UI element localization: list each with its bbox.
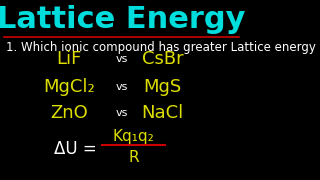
Text: MgS: MgS [143,78,182,96]
Text: ΔU =: ΔU = [54,140,102,158]
Text: vs: vs [116,108,128,118]
Text: vs: vs [116,82,128,92]
Text: LiF: LiF [56,50,82,68]
Text: R: R [128,150,139,165]
Text: CsBr: CsBr [142,50,183,68]
Text: Kq₁q₂: Kq₁q₂ [113,129,155,144]
Text: Lattice Energy: Lattice Energy [0,5,246,34]
Text: vs: vs [116,53,128,64]
Text: MgCl₂: MgCl₂ [43,78,95,96]
Text: ZnO: ZnO [50,104,88,122]
Text: 1. Which ionic compound has greater Lattice energy ?: 1. Which ionic compound has greater Latt… [6,41,320,54]
Text: NaCl: NaCl [141,104,184,122]
